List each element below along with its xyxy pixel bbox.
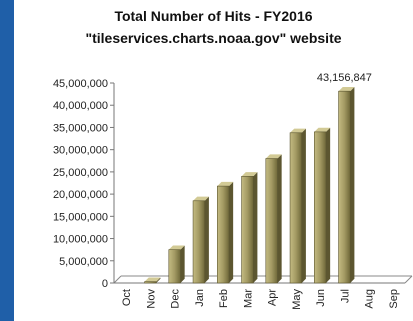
- bar-feb: [217, 181, 234, 284]
- chart-axes: [113, 83, 413, 284]
- x-tick-label: Jan: [194, 289, 206, 307]
- y-tick-label: 35,000,000: [53, 122, 108, 134]
- y-tick-label: 40,000,000: [53, 100, 108, 112]
- bar-jul: [338, 86, 355, 284]
- bar-side: [204, 196, 209, 283]
- bar-side: [253, 172, 258, 283]
- bar-dec: [168, 245, 185, 284]
- x-tick-label: Oct: [121, 289, 133, 306]
- bar-jan: [192, 196, 209, 284]
- bar-top: [314, 127, 331, 132]
- y-tick-label: 25,000,000: [53, 167, 108, 179]
- x-tick-label: Nov: [145, 289, 157, 309]
- x-tick-label: Sep: [388, 289, 400, 309]
- bar-chart: 0 5,000,000 10,000,000 15,000,000 20,000,000…: [53, 72, 413, 310]
- chart-panel: Total Number of Hits - FY2016 "tileservi…: [14, 0, 413, 321]
- floor-edge-left: [113, 275, 122, 284]
- bar-side: [301, 128, 306, 283]
- bar-may: [289, 128, 306, 284]
- bar-top: [290, 128, 306, 133]
- x-tick-label: Dec: [170, 289, 182, 309]
- bar-top: [338, 86, 355, 92]
- bar-front: [289, 132, 302, 284]
- bar-side: [277, 154, 282, 283]
- bar-front: [168, 249, 181, 284]
- y-tick-label: 5,000,000: [59, 256, 108, 268]
- data-label: 43,156,847: [317, 72, 372, 84]
- bar-front: [338, 90, 351, 284]
- y-tick-label: 15,000,000: [53, 211, 108, 223]
- bar-front: [217, 185, 230, 284]
- y-tick-label: 10,000,000: [53, 234, 108, 246]
- x-tick-label: Mar: [242, 289, 254, 308]
- bar-top: [217, 181, 234, 187]
- bar-top: [144, 277, 161, 282]
- bar-top: [193, 196, 209, 201]
- bar-front: [314, 131, 327, 284]
- y-tick-label: 30,000,000: [53, 145, 108, 157]
- chart-subtitle: "tileservices.charts.noaa.gov" website: [85, 30, 342, 46]
- bar-apr: [265, 154, 282, 284]
- bar-front: [144, 281, 157, 284]
- y-tick-label: 20,000,000: [53, 189, 108, 201]
- x-tick-label: Feb: [218, 289, 230, 308]
- bar-side: [350, 86, 355, 283]
- bar-side: [180, 245, 185, 283]
- bar-top: [241, 172, 258, 177]
- y-tick-label: 0: [102, 278, 108, 290]
- x-tick-label: Jun: [315, 289, 327, 307]
- bar-side: [325, 127, 331, 283]
- floor-edge-right: [404, 275, 413, 284]
- y-tick-label: 45,000,000: [53, 78, 108, 90]
- bar-nov: [144, 277, 161, 284]
- bars: [144, 86, 355, 284]
- data-labels: 43,156,847: [317, 72, 372, 84]
- y-axis-ticks: 0 5,000,000 10,000,000 15,000,000 20,000,000…: [53, 78, 114, 290]
- bar-mar: [241, 172, 258, 284]
- bar-front: [192, 200, 205, 284]
- x-tick-label: Aug: [364, 289, 376, 309]
- x-tick-label: Jul: [339, 289, 351, 303]
- x-tick-label: Apr: [267, 289, 279, 306]
- bar-side: [156, 277, 161, 283]
- bar-side: [228, 181, 234, 283]
- bar-top: [265, 154, 282, 159]
- bar-front: [265, 158, 278, 284]
- bar-jun: [314, 127, 331, 284]
- chart-title: Total Number of Hits - FY2016: [114, 8, 313, 24]
- bar-top: [168, 245, 185, 250]
- x-axis-labels: Oct Nov Dec Jan Feb Mar Apr May Jun Jul Aug Sep: [121, 289, 400, 310]
- x-tick-label: May: [291, 289, 303, 310]
- bar-front: [241, 176, 254, 284]
